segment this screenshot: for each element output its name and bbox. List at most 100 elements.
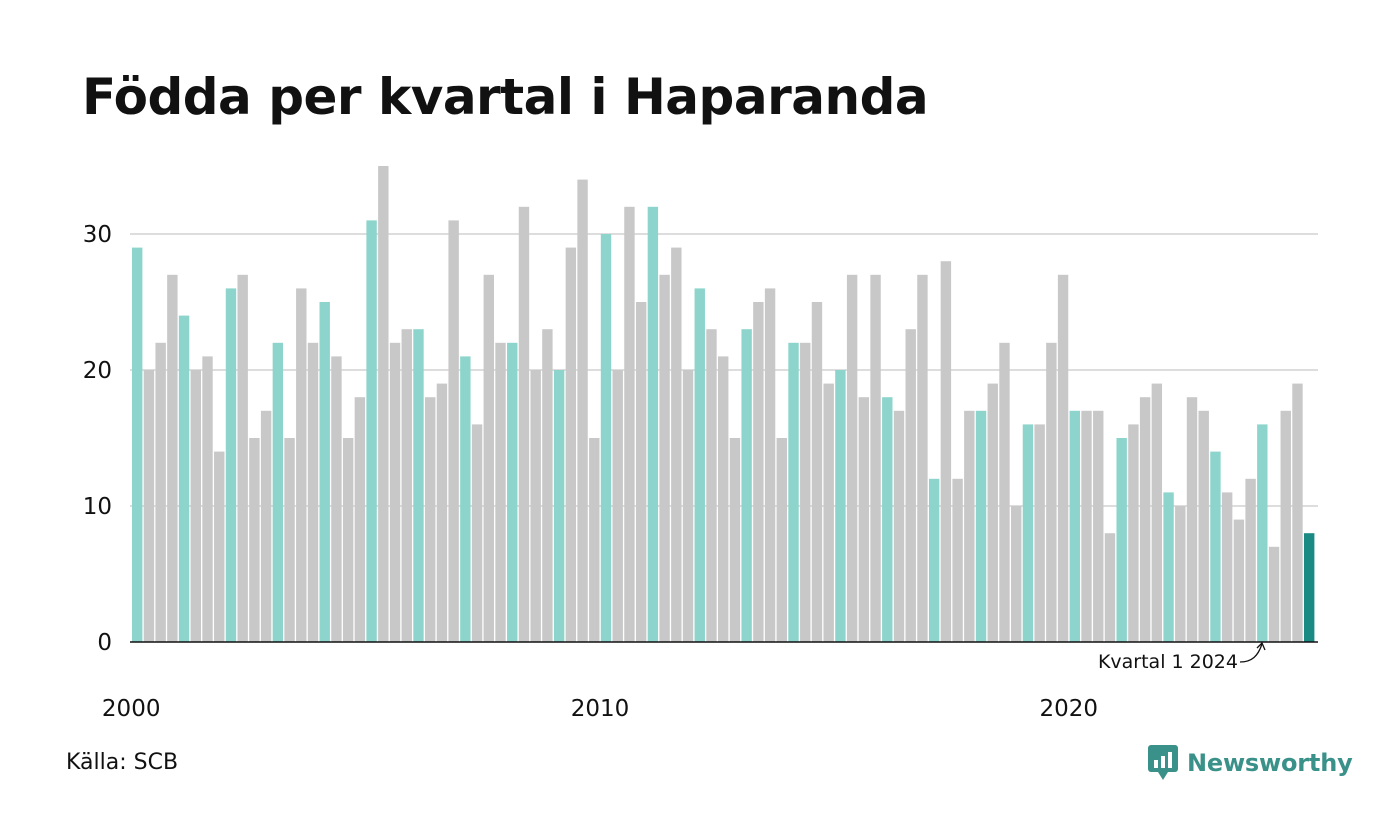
bar: [624, 206, 635, 643]
bar: [682, 370, 694, 642]
bar: [354, 397, 366, 642]
bar: [1151, 383, 1163, 642]
bar: [1292, 383, 1303, 642]
bar: [143, 370, 155, 642]
bar: [389, 342, 401, 642]
bar: [1245, 478, 1256, 642]
y-tick-label: 30: [83, 222, 112, 248]
bar: [975, 410, 987, 642]
bar: [284, 438, 295, 642]
bar: [600, 234, 612, 642]
y-tick-label: 10: [83, 494, 112, 520]
bar: [835, 370, 846, 642]
x-tick-label: 2020: [1040, 696, 1099, 722]
bar: [190, 370, 201, 642]
bar: [1104, 533, 1116, 642]
bar: [706, 329, 717, 642]
bar: [167, 274, 178, 642]
bar: [999, 342, 1010, 642]
bar: [1057, 274, 1069, 642]
bar: [342, 438, 354, 642]
bar: [378, 166, 389, 642]
x-tick-label: 2010: [571, 696, 630, 722]
newsworthy-chart-icon: [1148, 745, 1178, 780]
bar: [214, 451, 225, 642]
bar: [483, 274, 494, 642]
bar: [249, 438, 260, 642]
bar: [260, 410, 272, 642]
bar: [1128, 424, 1139, 642]
bar: [132, 247, 143, 642]
bar: [237, 274, 248, 642]
bar: [776, 438, 787, 642]
bar: [635, 302, 647, 642]
bar: [882, 397, 893, 642]
brand-name: Newsworthy: [1187, 749, 1353, 777]
bar: [1233, 519, 1245, 642]
bar: [577, 179, 588, 642]
bar: [1116, 438, 1127, 642]
bar: [589, 438, 600, 642]
x-tick-label: 2000: [102, 696, 161, 722]
bar: [471, 424, 483, 642]
bar: [460, 356, 471, 642]
bar: [1011, 506, 1022, 642]
bar: [964, 410, 975, 642]
brand-logo: Newsworthy: [1148, 743, 1353, 783]
bar: [1280, 410, 1291, 642]
bar: [788, 342, 799, 642]
bar: [296, 288, 307, 642]
bar: [1186, 397, 1198, 642]
bar: [694, 288, 705, 642]
bar: [202, 356, 213, 642]
bar: [272, 342, 284, 642]
bar: [1221, 492, 1233, 642]
bar: [870, 274, 881, 642]
bar: [612, 370, 623, 642]
annotation-arrow: [1239, 643, 1263, 663]
bar: [671, 247, 682, 642]
bar: [448, 220, 459, 642]
bar: [1268, 546, 1280, 642]
y-tick-label: 0: [97, 630, 112, 656]
bar: [917, 274, 928, 642]
bar: [659, 274, 670, 642]
annotation-label: Kvartal 1 2024: [1098, 651, 1238, 673]
bar: [319, 302, 330, 642]
bar: [331, 356, 342, 642]
bar: [753, 302, 764, 642]
bar: [307, 342, 319, 642]
bar: [1022, 424, 1034, 642]
annotation: Kvartal 1 2024: [1098, 641, 1266, 673]
source-note: Källa: SCB: [66, 750, 179, 775]
bar: [741, 329, 752, 642]
bar: [952, 478, 963, 642]
bar: [401, 329, 412, 642]
bar: [987, 383, 998, 642]
bar: [800, 342, 811, 642]
bar: [1139, 397, 1151, 642]
axes: 0 10 20 30 2000 2010 2020: [83, 222, 1318, 722]
bar: [495, 342, 506, 642]
bar: [553, 370, 565, 642]
bar: [1210, 451, 1221, 642]
bar: [530, 370, 541, 642]
bar: [1175, 506, 1186, 642]
bar: [1069, 410, 1080, 642]
bar: [893, 410, 905, 642]
bar: [225, 288, 237, 642]
bar: [436, 383, 448, 642]
bar: [542, 329, 553, 642]
bar: [718, 356, 729, 642]
bar: [178, 315, 190, 642]
bar: [413, 329, 424, 642]
bar: [1081, 410, 1092, 642]
bar: [858, 397, 870, 642]
bar: [1257, 424, 1268, 642]
bar: [565, 247, 577, 642]
bar: [846, 274, 858, 642]
bar: [1093, 410, 1104, 642]
bar: [1046, 342, 1057, 642]
bar: [1034, 424, 1045, 642]
